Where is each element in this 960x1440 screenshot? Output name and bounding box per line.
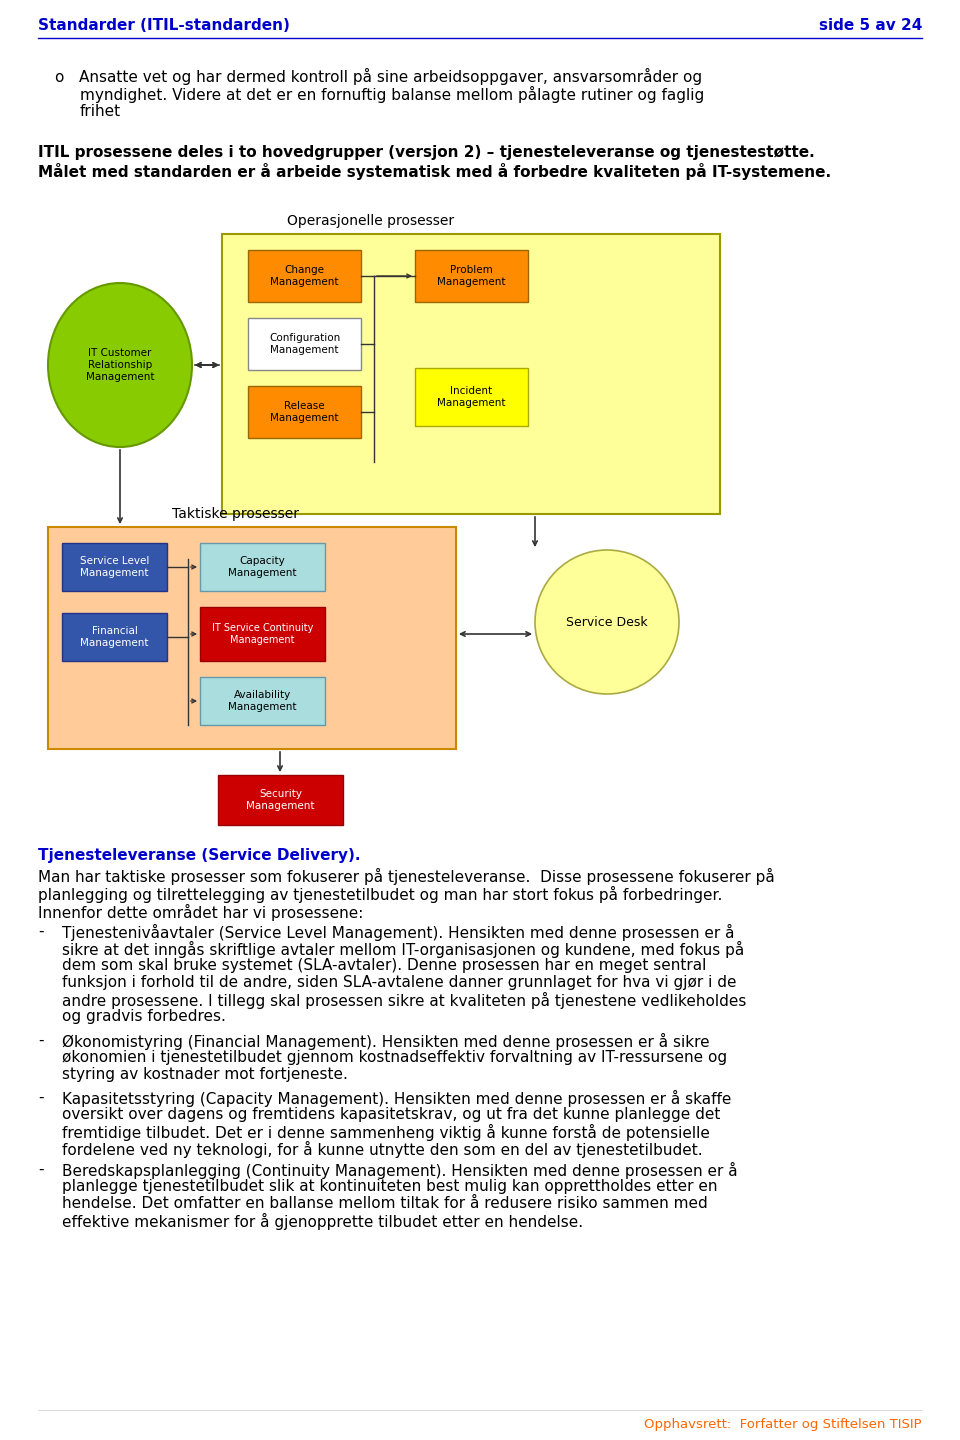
Text: planlegge tjenestetilbudet slik at kontinuiteten best mulig kan opprettholdes et: planlegge tjenestetilbudet slik at konti… bbox=[62, 1179, 717, 1194]
Ellipse shape bbox=[48, 284, 192, 446]
Text: Configuration
Management: Configuration Management bbox=[269, 333, 340, 354]
Bar bbox=[200, 608, 325, 661]
Text: dem som skal bruke systemet (SLA-avtaler). Denne prosessen har en meget sentral: dem som skal bruke systemet (SLA-avtaler… bbox=[62, 958, 707, 973]
Text: side 5 av 24: side 5 av 24 bbox=[819, 17, 922, 33]
Bar bbox=[248, 251, 361, 302]
Text: Innenfor dette området har vi prosessene:: Innenfor dette området har vi prosessene… bbox=[38, 904, 364, 922]
Bar bbox=[248, 318, 361, 370]
Text: Målet med standarden er å arbeide systematisk med å forbedre kvaliteten på IT-sy: Målet med standarden er å arbeide system… bbox=[38, 163, 831, 180]
Text: Incident
Management: Incident Management bbox=[437, 386, 506, 408]
Text: Operasjonelle prosesser: Operasjonelle prosesser bbox=[287, 215, 455, 228]
Bar bbox=[62, 543, 167, 590]
Ellipse shape bbox=[535, 550, 679, 694]
Bar bbox=[415, 369, 528, 426]
Text: Tjenesteleveranse (Service Delivery).: Tjenesteleveranse (Service Delivery). bbox=[38, 848, 361, 863]
Bar bbox=[222, 233, 720, 514]
Text: fremtidige tilbudet. Det er i denne sammenheng viktig å kunne forstå de potensie: fremtidige tilbudet. Det er i denne samm… bbox=[62, 1125, 709, 1140]
Text: hendelse. Det omfatter en ballanse mellom tiltak for å redusere risiko sammen me: hendelse. Det omfatter en ballanse mello… bbox=[62, 1197, 708, 1211]
Text: Financial
Management: Financial Management bbox=[81, 626, 149, 648]
Text: Kapasitetsstyring (Capacity Management). Hensikten med denne prosessen er å skaf: Kapasitetsstyring (Capacity Management).… bbox=[62, 1090, 732, 1107]
Text: Service Level
Management: Service Level Management bbox=[80, 556, 149, 577]
Text: Taktiske prosesser: Taktiske prosesser bbox=[172, 507, 299, 521]
Text: økonomien i tjenestetilbudet gjennom kostnadseffektiv forvaltning av IT-ressurse: økonomien i tjenestetilbudet gjennom kos… bbox=[62, 1050, 727, 1066]
Text: IT Customer
Relationship
Management: IT Customer Relationship Management bbox=[85, 348, 155, 382]
Text: -: - bbox=[38, 924, 43, 939]
Text: effektive mekanismer for å gjenopprette tilbudet etter en hendelse.: effektive mekanismer for å gjenopprette … bbox=[62, 1212, 583, 1230]
Text: IT Service Continuity
Management: IT Service Continuity Management bbox=[212, 624, 313, 645]
Text: og gradvis forbedres.: og gradvis forbedres. bbox=[62, 1009, 226, 1024]
Bar bbox=[200, 677, 325, 724]
Bar bbox=[48, 527, 456, 749]
Text: Standarder (ITIL-standarden): Standarder (ITIL-standarden) bbox=[38, 17, 290, 33]
Bar bbox=[218, 775, 343, 825]
Text: Security
Management: Security Management bbox=[247, 789, 315, 811]
Text: Change
Management: Change Management bbox=[271, 265, 339, 287]
Text: frihet: frihet bbox=[80, 104, 121, 120]
Text: Økonomistyring (Financial Management). Hensikten med denne prosessen er å sikre: Økonomistyring (Financial Management). H… bbox=[62, 1032, 709, 1050]
Text: Opphavsrett:  Forfatter og Stiftelsen TISIP: Opphavsrett: Forfatter og Stiftelsen TIS… bbox=[644, 1418, 922, 1431]
Text: sikre at det inngås skriftlige avtaler mellom IT-organisasjonen og kundene, med : sikre at det inngås skriftlige avtaler m… bbox=[62, 940, 744, 958]
Text: -: - bbox=[38, 1032, 43, 1048]
Text: ITIL prosessene deles i to hovedgrupper (versjon 2) – tjenesteleveranse og tjene: ITIL prosessene deles i to hovedgrupper … bbox=[38, 145, 815, 160]
Text: funksjon i forhold til de andre, siden SLA-avtalene danner grunnlaget for hva vi: funksjon i forhold til de andre, siden S… bbox=[62, 975, 736, 991]
Text: Service Desk: Service Desk bbox=[566, 615, 648, 628]
Bar bbox=[415, 251, 528, 302]
Text: -: - bbox=[38, 1090, 43, 1104]
Text: myndighet. Videre at det er en fornuftig balanse mellom pålagte rutiner og fagli: myndighet. Videre at det er en fornuftig… bbox=[80, 86, 705, 104]
Text: styring av kostnader mot fortjeneste.: styring av kostnader mot fortjeneste. bbox=[62, 1067, 348, 1081]
Text: Release
Management: Release Management bbox=[271, 402, 339, 423]
Text: Availability
Management: Availability Management bbox=[228, 690, 297, 711]
Text: o   Ansatte vet og har dermed kontroll på sine arbeidsoppgaver, ansvarsområder o: o Ansatte vet og har dermed kontroll på … bbox=[55, 68, 702, 85]
Text: oversikt over dagens og fremtidens kapasitetskrav, og ut fra det kunne planlegge: oversikt over dagens og fremtidens kapas… bbox=[62, 1107, 720, 1122]
Text: Tjenestenivåavtaler (Service Level Management). Hensikten med denne prosessen er: Tjenestenivåavtaler (Service Level Manag… bbox=[62, 924, 734, 940]
Text: andre prosessene. I tillegg skal prosessen sikre at kvaliteten på tjenestene ved: andre prosessene. I tillegg skal prosess… bbox=[62, 992, 746, 1009]
Text: Problem
Management: Problem Management bbox=[437, 265, 506, 287]
Text: Capacity
Management: Capacity Management bbox=[228, 556, 297, 577]
Text: Man har taktiske prosesser som fokuserer på tjenesteleveranse.  Disse prosessene: Man har taktiske prosesser som fokuserer… bbox=[38, 868, 775, 886]
Text: -: - bbox=[38, 1162, 43, 1176]
Text: planlegging og tilrettelegging av tjenestetilbudet og man har stort fokus på for: planlegging og tilrettelegging av tjenes… bbox=[38, 886, 722, 903]
Bar bbox=[200, 543, 325, 590]
Text: fordelene ved ny teknologi, for å kunne utnytte den som en del av tjenestetilbud: fordelene ved ny teknologi, for å kunne … bbox=[62, 1140, 703, 1158]
Text: Beredskapsplanlegging (Continuity Management). Hensikten med denne prosessen er : Beredskapsplanlegging (Continuity Manage… bbox=[62, 1162, 737, 1179]
Bar bbox=[62, 613, 167, 661]
Bar bbox=[248, 386, 361, 438]
